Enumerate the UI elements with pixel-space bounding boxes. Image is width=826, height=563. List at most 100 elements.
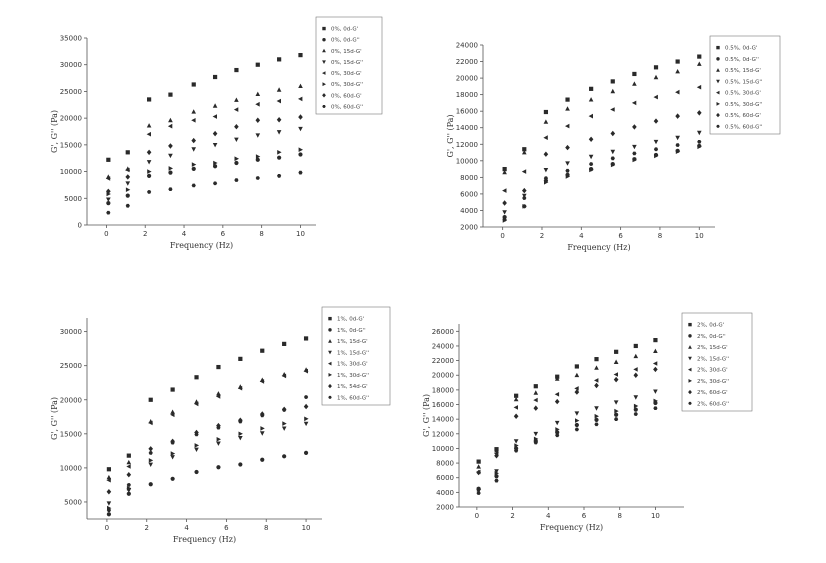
data-point xyxy=(554,392,560,397)
y-axis-title: G', G'' (Pa) xyxy=(422,394,431,437)
data-point xyxy=(255,91,261,96)
x-tick-label: 4 xyxy=(182,230,187,238)
data-point xyxy=(167,123,173,129)
x-tick-label: 10 xyxy=(695,232,704,240)
data-point xyxy=(476,464,481,469)
data-point xyxy=(194,401,199,407)
data-point xyxy=(276,130,282,135)
data-point xyxy=(633,367,638,372)
data-point xyxy=(276,87,282,92)
data-point xyxy=(260,426,265,431)
data-point xyxy=(633,403,639,409)
data-point xyxy=(125,193,130,198)
data-point xyxy=(106,467,112,472)
data-point xyxy=(594,417,599,422)
data-point xyxy=(147,173,152,178)
data-point xyxy=(610,149,616,155)
data-point xyxy=(653,406,658,410)
data-point xyxy=(191,109,196,114)
data-point xyxy=(631,100,637,106)
data-point xyxy=(238,436,243,441)
data-point xyxy=(614,412,619,417)
data-point xyxy=(653,139,659,145)
legend-marker xyxy=(688,389,692,395)
data-point xyxy=(544,180,549,185)
legend-entry: 0.5%, 0d-G' xyxy=(725,46,757,52)
legend-marker xyxy=(328,339,332,343)
data-point xyxy=(191,82,196,87)
data-point xyxy=(255,176,260,180)
data-point xyxy=(494,469,499,474)
data-point xyxy=(502,166,507,172)
legend-entry: 0%, 15d-G'' xyxy=(331,60,363,66)
data-point xyxy=(125,187,131,192)
data-point xyxy=(574,427,579,432)
data-point xyxy=(216,437,221,442)
data-point xyxy=(653,398,658,404)
data-point xyxy=(675,143,680,147)
data-point xyxy=(565,161,570,166)
legend-marker xyxy=(328,395,332,399)
data-point xyxy=(148,458,154,463)
data-point xyxy=(260,348,265,353)
data-point xyxy=(594,357,599,362)
data-point xyxy=(633,372,639,378)
data-point xyxy=(632,71,637,77)
data-point xyxy=(555,430,560,435)
data-point xyxy=(260,413,265,418)
y-tick-label: 14000 xyxy=(456,124,478,132)
data-point xyxy=(282,421,287,426)
legend-entry: 0.5%, 30d-G'' xyxy=(725,102,762,108)
data-point xyxy=(476,487,482,492)
legend-entry: 2%, 0d-G' xyxy=(697,323,724,329)
data-point xyxy=(303,368,308,374)
chart-panel-bottom-left: 0 2 4 6 8 10 5000 10000 15000 20000 25000 30000 Freq… xyxy=(50,306,391,544)
data-point xyxy=(513,439,519,444)
data-point xyxy=(697,61,702,66)
data-point xyxy=(106,512,112,517)
y-tick-label: 8000 xyxy=(436,460,454,468)
data-point xyxy=(543,176,548,180)
data-point xyxy=(697,54,702,59)
data-point xyxy=(255,157,260,162)
data-point xyxy=(170,476,175,481)
y-axis-title: G', G'' (Pa) xyxy=(446,114,455,157)
data-point xyxy=(216,465,221,470)
data-point xyxy=(277,150,282,155)
data-point xyxy=(521,169,527,174)
data-point xyxy=(610,88,616,94)
chart-panel-bottom-right: 0 2 4 6 8 10 2000 4000 6000 8000 10000 12000 14000 16… xyxy=(422,312,753,532)
data-point xyxy=(632,124,637,130)
x-tick-label: 2 xyxy=(145,524,149,532)
x-axis-title: Frequency (Hz) xyxy=(567,243,630,252)
data-point xyxy=(533,405,539,411)
x-tick-label: 0 xyxy=(105,524,109,532)
data-point xyxy=(697,130,702,136)
data-point xyxy=(574,389,580,395)
data-point xyxy=(255,133,261,138)
data-point xyxy=(476,459,481,464)
data-point xyxy=(697,140,702,144)
data-point xyxy=(147,97,152,102)
data-point xyxy=(298,52,303,58)
legend-marker xyxy=(716,112,720,118)
data-point xyxy=(148,462,153,467)
data-point xyxy=(543,151,549,157)
y-tick-label: 24000 xyxy=(456,42,478,50)
y-tick-label: 10000 xyxy=(456,157,478,165)
data-point xyxy=(194,443,200,448)
data-point xyxy=(513,396,519,402)
data-point xyxy=(259,379,265,384)
data-point xyxy=(565,174,571,179)
data-point xyxy=(589,162,594,166)
y-tick-label: 26000 xyxy=(432,328,454,336)
data-point xyxy=(212,164,218,169)
data-point xyxy=(653,348,658,353)
legend-marker xyxy=(688,322,692,327)
legend-entry: 0%, 15d-G' xyxy=(331,49,362,55)
data-point xyxy=(594,382,599,389)
data-point xyxy=(304,416,309,422)
data-point xyxy=(589,86,594,91)
data-point xyxy=(168,153,173,159)
data-point xyxy=(594,413,599,419)
